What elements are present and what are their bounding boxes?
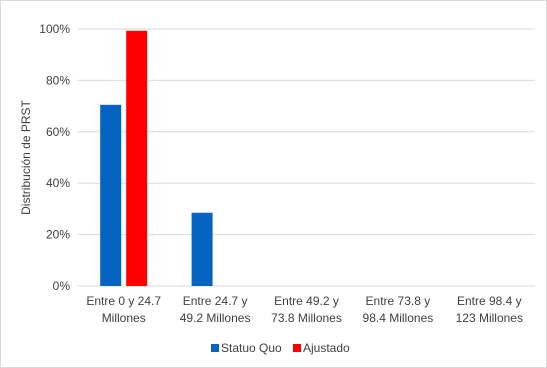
x-tick-label: 49.2 Millones	[180, 311, 251, 325]
x-tick-label: Entre 0 y 24.7	[86, 294, 161, 308]
y-tick-label: 60%	[46, 125, 70, 139]
bar-statuo-quo	[191, 212, 213, 286]
x-tick-label: Entre 73.8 y	[366, 294, 431, 308]
legend-swatch	[293, 344, 301, 352]
y-tick-label: 100%	[39, 22, 70, 36]
bar-ajustado	[126, 30, 148, 287]
bar-statuo-quo	[100, 104, 122, 286]
x-tick-label: Entre 98.4 y	[457, 294, 522, 308]
x-tick-label: Entre 24.7 y	[183, 294, 248, 308]
x-tick-label: Entre 49.2 y	[274, 294, 339, 308]
x-tick-label: 73.8 Millones	[271, 311, 342, 325]
x-tick-label: 123 Millones	[456, 311, 523, 325]
legend-swatch	[211, 344, 219, 352]
y-tick-label: 20%	[46, 228, 70, 242]
y-tick-label: 0%	[53, 279, 71, 293]
legend-label: Ajustado	[303, 341, 350, 355]
y-tick-label: 40%	[46, 176, 70, 190]
legend-label: Statuo Quo	[221, 341, 282, 355]
y-axis-label: Distribución de PRST	[19, 99, 33, 214]
x-tick-label: Millones	[102, 311, 146, 325]
x-tick-label: 98.4 Millones	[363, 311, 434, 325]
y-tick-label: 80%	[46, 73, 70, 87]
